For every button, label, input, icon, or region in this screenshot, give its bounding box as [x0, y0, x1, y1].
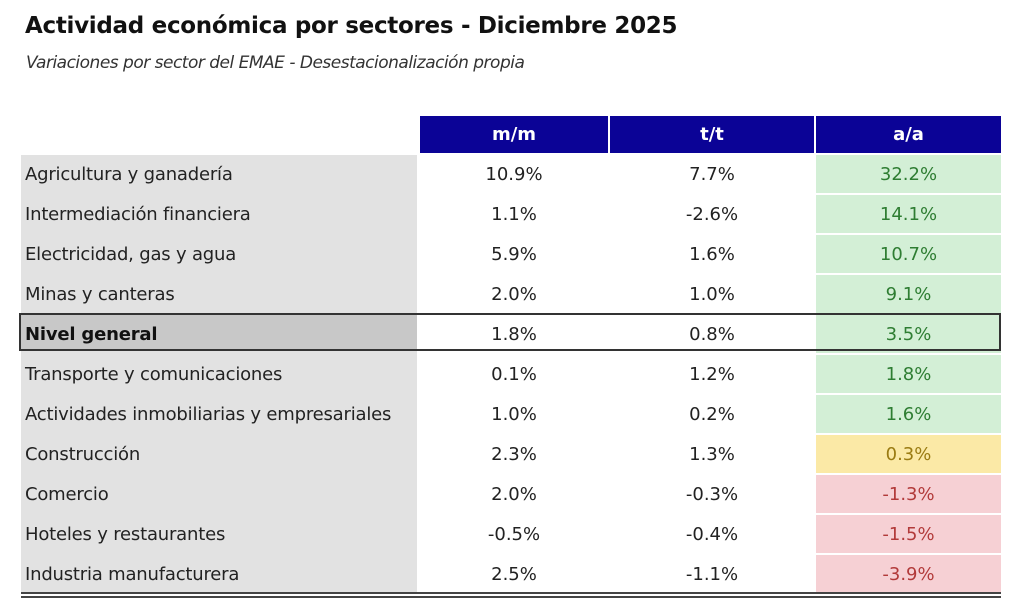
value-tt: -2.6%	[685, 203, 739, 225]
value-mm: 1.8%	[491, 323, 537, 345]
value-tt: 0.8%	[689, 323, 735, 345]
table-row: Transporte y comunicaciones 0.1% 1.2% 1.8%	[21, 355, 1001, 395]
table-bottom-rule	[21, 592, 1001, 594]
value-tt: 1.6%	[689, 243, 735, 265]
table-row-total: Nivel general 1.8% 0.8% 3.5%	[21, 315, 1001, 355]
value-aa: 10.7%	[816, 235, 1001, 273]
sector-name: Nivel general	[25, 323, 158, 345]
column-header-tt: t/t	[610, 116, 814, 153]
column-header-aa: a/a	[816, 116, 1001, 153]
table-row: Agricultura y ganadería 10.9% 7.7% 32.2%	[21, 155, 1001, 195]
value-aa: 14.1%	[816, 195, 1001, 233]
table-bottom-rule-double	[21, 596, 1001, 598]
value-mm: 1.0%	[491, 403, 537, 425]
value-aa: 0.3%	[816, 435, 1001, 473]
value-tt: 0.2%	[689, 403, 735, 425]
table-row: Minas y canteras 2.0% 1.0% 9.1%	[21, 275, 1001, 315]
table-row: Construcción 2.3% 1.3% 0.3%	[21, 435, 1001, 475]
page-title: Actividad económica por sectores - Dicie…	[25, 13, 678, 39]
value-mm: 10.9%	[485, 163, 543, 185]
value-tt: -0.3%	[685, 483, 739, 505]
value-mm: 0.1%	[491, 363, 537, 385]
sector-name: Agricultura y ganadería	[25, 163, 233, 185]
table-row: Actividades inmobiliarias y empresariale…	[21, 395, 1001, 435]
value-tt: 1.0%	[689, 283, 735, 305]
sector-name: Construcción	[25, 443, 141, 465]
value-mm: 2.3%	[491, 443, 537, 465]
value-aa: 1.6%	[816, 395, 1001, 433]
value-mm: 2.0%	[491, 483, 537, 505]
value-aa: -1.5%	[816, 515, 1001, 553]
table-row: Electricidad, gas y agua 5.9% 1.6% 10.7%	[21, 235, 1001, 275]
sector-name: Actividades inmobiliarias y empresariale…	[25, 403, 392, 425]
value-mm: 5.9%	[491, 243, 537, 265]
value-aa: 1.8%	[816, 355, 1001, 393]
value-tt: 1.2%	[689, 363, 735, 385]
value-tt: 7.7%	[689, 163, 735, 185]
sector-name: Comercio	[25, 483, 109, 505]
total-row-label-bg	[21, 315, 417, 350]
sector-name: Intermediación financiera	[25, 203, 251, 225]
sector-name: Transporte y comunicaciones	[25, 363, 283, 385]
table-row: Industria manufacturera 2.5% -1.1% -3.9%	[21, 555, 1001, 595]
value-tt: -1.1%	[685, 563, 739, 585]
page-subtitle: Variaciones por sector del EMAE - Desest…	[26, 53, 525, 73]
value-tt: -0.4%	[685, 523, 739, 545]
table-row: Comercio 2.0% -0.3% -1.3%	[21, 475, 1001, 515]
column-header-mm: m/m	[420, 116, 608, 153]
sector-name: Electricidad, gas y agua	[25, 243, 237, 265]
value-mm: 1.1%	[491, 203, 537, 225]
sector-name: Industria manufacturera	[25, 563, 240, 585]
sector-label-column	[21, 155, 417, 593]
value-aa: -1.3%	[816, 475, 1001, 513]
value-aa: 3.5%	[816, 315, 1001, 353]
sector-name: Minas y canteras	[25, 283, 175, 305]
value-mm: 2.5%	[491, 563, 537, 585]
value-aa: 9.1%	[816, 275, 1001, 313]
sector-name: Hoteles y restaurantes	[25, 523, 226, 545]
table-row: Hoteles y restaurantes -0.5% -0.4% -1.5%	[21, 515, 1001, 555]
value-mm: 2.0%	[491, 283, 537, 305]
table-row: Intermediación financiera 1.1% -2.6% 14.1%	[21, 195, 1001, 235]
value-tt: 1.3%	[689, 443, 735, 465]
value-aa: -3.9%	[816, 555, 1001, 593]
value-aa: 32.2%	[816, 155, 1001, 193]
value-mm: -0.5%	[487, 523, 541, 545]
